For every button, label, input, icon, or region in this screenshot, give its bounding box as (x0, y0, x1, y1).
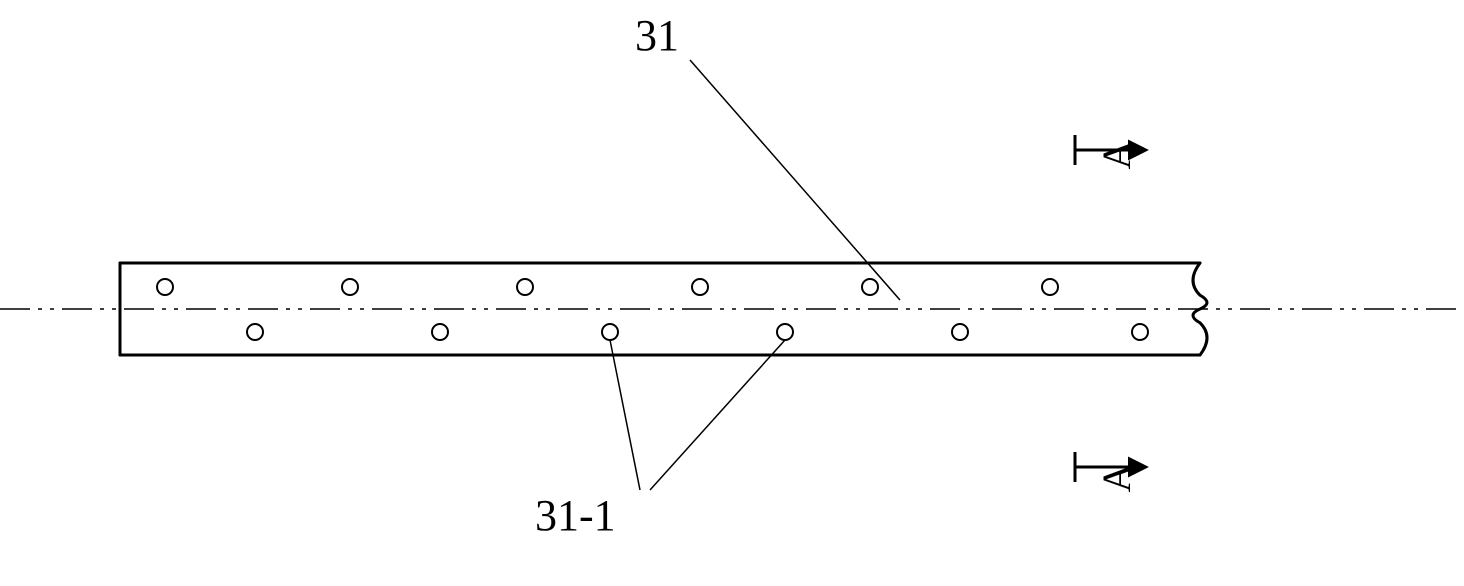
leader-31-1 (610, 340, 640, 490)
hole (342, 279, 358, 295)
hole (157, 279, 173, 295)
label-31: 31 (635, 11, 679, 60)
hole (692, 279, 708, 295)
hole (1132, 324, 1148, 340)
hole (517, 279, 533, 295)
label-31-1: 31-1 (535, 491, 616, 540)
hole (602, 324, 618, 340)
hole (862, 279, 878, 295)
leader-31-1 (650, 340, 785, 490)
section-letter-bottom: A (1094, 463, 1139, 492)
hole (1042, 279, 1058, 295)
section-letter-top: A (1094, 140, 1139, 169)
hole (952, 324, 968, 340)
hole (432, 324, 448, 340)
hole (247, 324, 263, 340)
hole (777, 324, 793, 340)
